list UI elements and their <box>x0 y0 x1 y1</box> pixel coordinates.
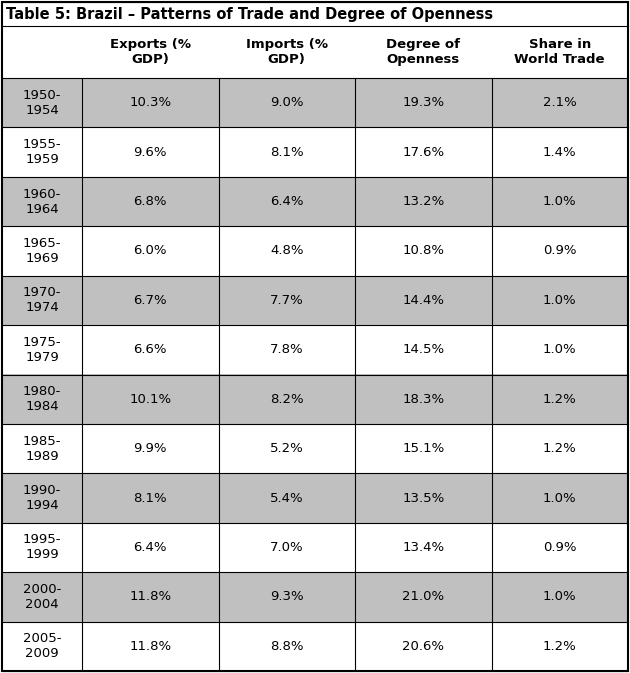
Text: 2.1%: 2.1% <box>543 96 576 109</box>
Bar <box>2 523 628 572</box>
Text: 2005-
2009: 2005- 2009 <box>23 633 61 660</box>
Text: Table 5: Brazil – Patterns of Trade and Degree of Openness: Table 5: Brazil – Patterns of Trade and … <box>6 7 493 22</box>
Text: 0.9%: 0.9% <box>543 541 576 554</box>
Text: 9.9%: 9.9% <box>134 442 167 455</box>
Text: 10.3%: 10.3% <box>129 96 171 109</box>
Text: Degree of
Openness: Degree of Openness <box>386 38 461 66</box>
Text: 1975-
1979: 1975- 1979 <box>23 336 61 364</box>
Text: 17.6%: 17.6% <box>402 145 444 159</box>
Bar <box>2 473 628 523</box>
Bar <box>2 26 628 78</box>
Text: 8.1%: 8.1% <box>270 145 304 159</box>
Text: 14.5%: 14.5% <box>402 343 444 356</box>
Text: Imports (%
GDP): Imports (% GDP) <box>246 38 328 66</box>
Text: 9.3%: 9.3% <box>270 590 304 604</box>
Text: 0.9%: 0.9% <box>543 244 576 258</box>
Text: 1965-
1969: 1965- 1969 <box>23 237 61 265</box>
Text: 1960-
1964: 1960- 1964 <box>23 188 61 215</box>
Text: 6.8%: 6.8% <box>134 195 167 208</box>
Text: 1990-
1994: 1990- 1994 <box>23 484 61 512</box>
Text: Share in
World Trade: Share in World Trade <box>515 38 605 66</box>
Bar <box>2 226 628 276</box>
Text: 2000-
2004: 2000- 2004 <box>23 583 61 611</box>
Text: 6.0%: 6.0% <box>134 244 167 258</box>
Text: 6.7%: 6.7% <box>134 294 167 307</box>
Text: 19.3%: 19.3% <box>402 96 444 109</box>
Text: 13.2%: 13.2% <box>402 195 444 208</box>
Text: 7.8%: 7.8% <box>270 343 304 356</box>
Text: 7.0%: 7.0% <box>270 541 304 554</box>
Bar <box>2 622 628 671</box>
Text: 10.1%: 10.1% <box>129 393 171 406</box>
Text: 1.2%: 1.2% <box>543 442 576 455</box>
Text: 9.0%: 9.0% <box>270 96 304 109</box>
Text: 4.8%: 4.8% <box>270 244 304 258</box>
Text: 8.2%: 8.2% <box>270 393 304 406</box>
Text: 6.4%: 6.4% <box>270 195 304 208</box>
Text: 1.0%: 1.0% <box>543 491 576 505</box>
Text: 11.8%: 11.8% <box>129 590 171 604</box>
Text: 1985-
1989: 1985- 1989 <box>23 435 61 462</box>
Text: 1980-
1984: 1980- 1984 <box>23 385 61 413</box>
Text: 9.6%: 9.6% <box>134 145 167 159</box>
Text: 1.4%: 1.4% <box>543 145 576 159</box>
Text: Exports (%
GDP): Exports (% GDP) <box>110 38 191 66</box>
Text: 5.4%: 5.4% <box>270 491 304 505</box>
Text: 5.2%: 5.2% <box>270 442 304 455</box>
Text: 8.8%: 8.8% <box>270 640 304 653</box>
Text: 1.2%: 1.2% <box>543 640 576 653</box>
Text: 10.8%: 10.8% <box>402 244 444 258</box>
Bar <box>2 572 628 622</box>
Text: 15.1%: 15.1% <box>402 442 444 455</box>
Text: 1.0%: 1.0% <box>543 195 576 208</box>
Bar <box>2 374 628 424</box>
Text: 20.6%: 20.6% <box>402 640 444 653</box>
Bar <box>2 276 628 325</box>
Text: 1.2%: 1.2% <box>543 393 576 406</box>
Text: 6.4%: 6.4% <box>134 541 167 554</box>
Text: 8.1%: 8.1% <box>134 491 167 505</box>
Bar <box>2 78 628 127</box>
Bar <box>2 2 628 26</box>
Text: 13.4%: 13.4% <box>402 541 444 554</box>
Text: 1955-
1959: 1955- 1959 <box>23 138 61 166</box>
Text: 21.0%: 21.0% <box>402 590 444 604</box>
Text: 6.6%: 6.6% <box>134 343 167 356</box>
Bar <box>2 424 628 473</box>
Text: 1.0%: 1.0% <box>543 294 576 307</box>
Text: 13.5%: 13.5% <box>402 491 444 505</box>
Text: 1950-
1954: 1950- 1954 <box>23 89 61 116</box>
Text: 1.0%: 1.0% <box>543 590 576 604</box>
Text: 7.7%: 7.7% <box>270 294 304 307</box>
Bar <box>2 177 628 226</box>
Text: 11.8%: 11.8% <box>129 640 171 653</box>
Bar <box>2 127 628 177</box>
Text: 1970-
1974: 1970- 1974 <box>23 287 61 314</box>
Bar <box>2 325 628 374</box>
Text: 14.4%: 14.4% <box>402 294 444 307</box>
Text: 1995-
1999: 1995- 1999 <box>23 534 61 561</box>
Text: 18.3%: 18.3% <box>402 393 444 406</box>
Text: 1.0%: 1.0% <box>543 343 576 356</box>
